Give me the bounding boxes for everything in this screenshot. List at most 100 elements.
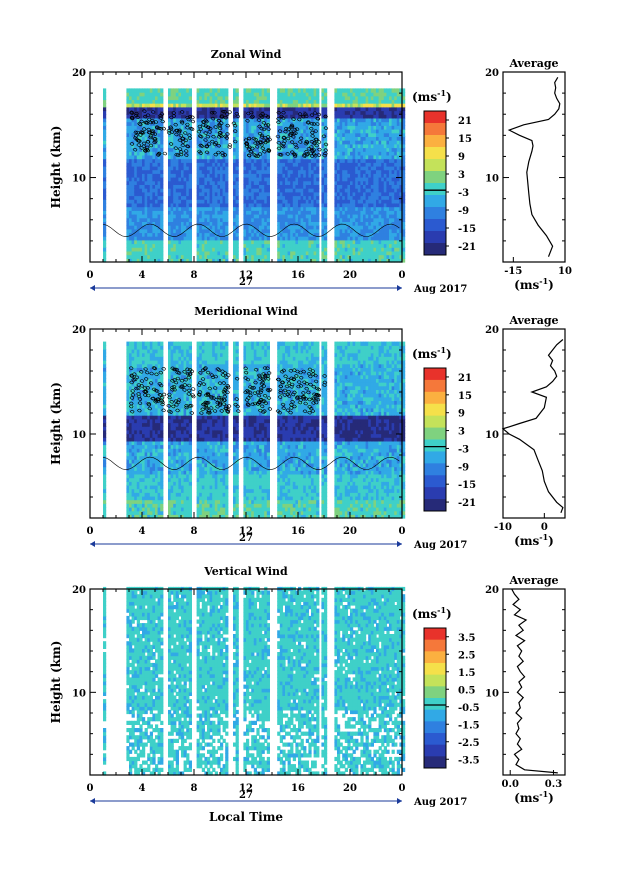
heatmap-cell	[147, 195, 151, 200]
heatmap-cell	[389, 239, 393, 245]
heatmap-cell	[152, 199, 156, 204]
heatmap-cell	[225, 117, 229, 123]
heatmap-cell	[246, 214, 250, 219]
heatmap-cell	[186, 162, 190, 167]
heatmap-cell	[199, 165, 203, 171]
heatmap-cell	[321, 143, 325, 149]
heatmap-cell	[170, 250, 174, 256]
heatmap-cell	[316, 169, 320, 174]
heatmap-cell	[370, 143, 374, 149]
heatmap-cell	[131, 214, 135, 219]
heatmap-cell	[344, 177, 348, 182]
heatmap-cell	[339, 169, 343, 174]
heatmap-cell	[246, 136, 250, 141]
heatmap-cell	[337, 140, 341, 145]
heatmap-cell	[311, 206, 315, 211]
heatmap-cell	[136, 250, 140, 256]
heatmap-cell	[253, 243, 257, 248]
heatmap-cell	[266, 232, 270, 237]
heatmap-cell	[394, 199, 398, 204]
heatmap-cell	[196, 169, 200, 174]
heatmap-cell	[363, 243, 367, 248]
heatmap-cell	[126, 243, 130, 248]
heatmap-cell	[339, 154, 343, 160]
heatmap-cell	[290, 254, 294, 259]
heatmap-cell	[298, 184, 302, 189]
heatmap-cell	[152, 250, 156, 256]
heatmap-cell	[160, 210, 164, 215]
heatmap-cell	[355, 202, 359, 208]
heatmap-cell	[334, 143, 338, 149]
heatmap-cell	[155, 199, 159, 204]
heatmap-cell	[339, 92, 343, 97]
colorbar-swatch	[424, 183, 446, 196]
heatmap-cell	[339, 243, 343, 248]
heatmap-cell	[103, 407, 107, 413]
heatmap-cell	[173, 254, 177, 259]
heatmap-cell	[160, 99, 164, 104]
heatmap-cell	[175, 221, 179, 226]
heatmap-cell	[300, 188, 304, 193]
heatmap-cell	[136, 169, 140, 174]
heatmap-cell	[282, 169, 286, 174]
heatmap-cell	[402, 151, 406, 156]
heatmap-cell	[282, 225, 286, 230]
heatmap-cell	[376, 184, 380, 189]
heatmap-cell	[126, 110, 130, 115]
heatmap-cell	[181, 110, 185, 115]
heatmap-cell	[157, 140, 161, 145]
heatmap-cell	[373, 221, 377, 226]
heatmap-cell	[235, 254, 239, 259]
heatmap-cell	[308, 132, 312, 137]
heatmap-cell	[370, 165, 374, 171]
heatmap-cell	[350, 217, 354, 222]
heatmap-cell	[186, 236, 190, 241]
heatmap-cell	[337, 184, 341, 189]
heatmap-cell	[243, 184, 247, 189]
heatmap-cell	[277, 258, 281, 263]
heatmap-cell	[324, 129, 328, 134]
heatmap-cell	[313, 132, 317, 137]
heatmap-cell	[259, 217, 263, 222]
heatmap-cell	[357, 92, 361, 97]
heatmap-cell	[144, 199, 148, 204]
heatmap-cell	[212, 165, 216, 171]
heatmap-cell	[259, 173, 263, 178]
heatmap-cell	[298, 165, 302, 171]
heatmap-cell	[144, 258, 148, 263]
heatmap-cell	[368, 188, 372, 193]
heatmap-cell	[142, 221, 146, 226]
heatmap-cell	[243, 95, 247, 101]
heatmap-cell	[152, 143, 156, 149]
heatmap-cell	[352, 217, 356, 222]
heatmap-cell	[168, 202, 172, 208]
heatmap-cell	[157, 188, 161, 193]
heatmap-cell	[259, 214, 263, 219]
heatmap-cell	[196, 165, 200, 171]
heatmap-cell	[381, 236, 385, 241]
heatmap-cell	[175, 188, 179, 193]
heatmap-cell	[381, 162, 385, 167]
heatmap-cell	[217, 228, 221, 234]
heatmap-cell	[295, 110, 299, 115]
heatmap-cell	[321, 103, 325, 108]
heatmap-cell	[383, 232, 387, 237]
heatmap-cell	[277, 214, 281, 219]
heatmap-cell	[342, 202, 346, 208]
heatmap-cell	[256, 258, 260, 263]
heatmap-cell	[253, 236, 257, 241]
heatmap-cell	[402, 165, 406, 171]
heatmap-cell	[399, 110, 403, 115]
heatmap-cell	[214, 225, 218, 230]
heatmap-cell	[368, 210, 372, 215]
heatmap-cell	[209, 114, 213, 119]
heatmap-cell	[391, 236, 395, 241]
heatmap-cell	[207, 180, 211, 185]
heatmap-cell	[103, 129, 107, 134]
heatmap-cell	[103, 422, 107, 427]
heatmap-cell	[368, 95, 372, 101]
heatmap-cell	[402, 254, 406, 259]
heatmap-cell	[217, 180, 221, 185]
heatmap-cell	[155, 103, 159, 108]
heatmap-cell	[334, 180, 338, 185]
